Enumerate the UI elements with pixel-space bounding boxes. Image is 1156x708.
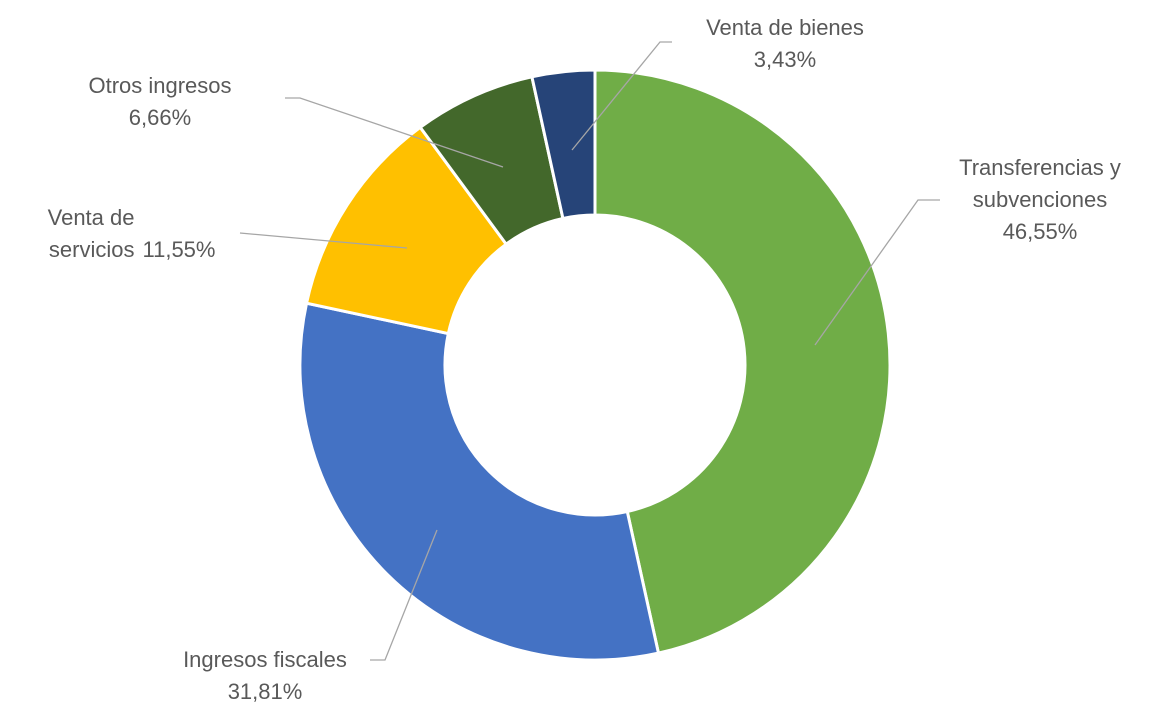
value-label: 6,66%: [128, 105, 192, 130]
data-label: Ingresos fiscales 31,81%: [140, 644, 390, 708]
leader-line: [239, 232, 408, 249]
value-label: 11,55%: [142, 237, 216, 262]
value-label: 3,43%: [753, 47, 817, 72]
leader-line: [814, 199, 940, 346]
category-label: Transferencias y subvenciones: [959, 155, 1121, 212]
category-label: Venta de bienes: [706, 15, 864, 40]
donut-slice: [593, 68, 892, 655]
leader-line: [571, 41, 672, 151]
value-label: 46,55%: [1002, 219, 1078, 244]
value-label: 31,81%: [227, 679, 303, 704]
data-label: Otros ingresos 6,66%: [60, 70, 260, 134]
data-label: Transferencias y subvenciones 46,55%: [930, 152, 1150, 248]
data-label: Venta de bienes 3,43%: [660, 12, 910, 76]
donut-slice: [530, 68, 597, 221]
leader-line: [370, 529, 438, 661]
category-label: Otros ingresos: [88, 73, 232, 98]
data-label: Venta de servicios 11,55%: [0, 202, 230, 266]
category-label: Ingresos fiscales: [183, 647, 347, 672]
donut-slice: [298, 301, 661, 662]
leader-line: [285, 97, 504, 168]
category-label: Venta de servicios: [47, 205, 135, 262]
